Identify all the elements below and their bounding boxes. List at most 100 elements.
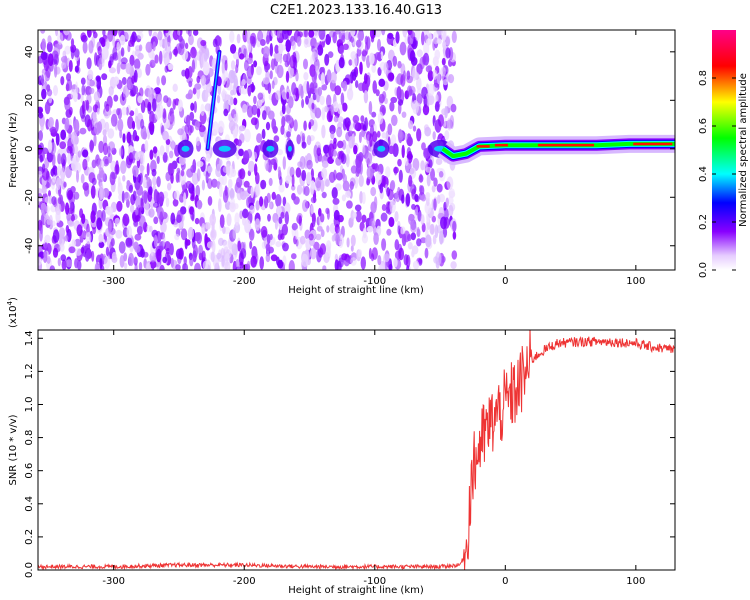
spectrogram-noise-blob (109, 56, 114, 66)
spectrogram-noise-blob (407, 136, 413, 147)
spectrogram-noise-blob (268, 202, 273, 209)
spectrogram-noise-blob (66, 79, 73, 91)
spectrogram-noise-blob (60, 129, 67, 141)
spectrogram-frame (37, 29, 676, 271)
spectrogram-noise-blob (128, 39, 134, 48)
spectrogram-noise-blob (281, 223, 288, 236)
spectrogram-noise-blob (167, 182, 172, 191)
spectrogram-noise-blob (405, 193, 411, 207)
spectrogram-noise-blob (420, 194, 427, 202)
spectrogram-noise-blob (38, 112, 44, 119)
spectrogram-noise-blob (181, 69, 187, 77)
spectrogram-noise-blob (223, 240, 230, 250)
spectrogram-noise-blob (374, 52, 382, 60)
spectrogram-noise-blob (350, 234, 356, 247)
spectrogram-noise-blob (107, 220, 112, 234)
spectrogram-noise-blob (120, 57, 128, 65)
spectrogram-noise-blob (180, 228, 188, 241)
spectrogram-noise-blob (134, 107, 139, 119)
spectrogram-noise-blob (353, 119, 359, 130)
spectrogram-noise-blob (116, 41, 121, 51)
spectrogram-noise-blob (55, 118, 59, 132)
spectrogram-noise-blob (148, 121, 155, 132)
spectrogram-noise-blob (55, 177, 61, 191)
spectrogram-noise-blob (419, 56, 426, 70)
spectrogram-noise-blob (319, 95, 325, 106)
spectrogram-noise-blob (98, 57, 103, 71)
spectrogram-noise-blob (115, 160, 119, 175)
spectrogram-noise-blob (265, 253, 271, 263)
spectrogram-noise-blob (72, 144, 79, 155)
spectrogram-noise-blob (342, 173, 347, 184)
spectrogram-noise-blob (185, 180, 192, 189)
spectrogram-noise-blob (244, 263, 251, 270)
spectrogram-noise-blob (129, 204, 135, 213)
spectrogram-noise-blob (101, 73, 108, 81)
spectrogram-noise-blob (156, 248, 162, 263)
spectrogram-noise-blob (289, 54, 297, 69)
spectrogram-noise-blob (291, 253, 297, 260)
spectrogram-noise-blob (194, 83, 202, 90)
spectrogram-noise-blob (149, 59, 156, 68)
spectrogram-noise-blob (157, 30, 163, 41)
spectrogram-noise-blob (145, 63, 151, 76)
spectrogram-noise-blob (64, 235, 69, 242)
spectrogram-noise-blob (371, 64, 377, 73)
spectrogram-noise-blob (82, 41, 88, 54)
spectrogram-noise-blob (134, 262, 138, 270)
spectrogram-noise-blob (88, 40, 94, 54)
spectrogram-noise-blob (229, 96, 234, 106)
spectrogram-noise-blob (224, 94, 231, 101)
spectrogram-noise-blob (321, 191, 327, 199)
spectrogram-noise-blob (200, 39, 207, 47)
spectrogram-noise-blob (318, 207, 322, 217)
spectrogram-noise-blob (87, 118, 92, 132)
spectrogram-noise-blob (350, 245, 354, 252)
spectrogram-noise-blob (172, 83, 178, 93)
spectrogram-noise-blob (389, 101, 395, 112)
spectrogram-noise-blob (131, 120, 136, 130)
spectrogram-noise-blob (371, 247, 378, 260)
spectrogram-noise-blob (145, 41, 153, 53)
spectrogram-noise-blob (416, 49, 423, 58)
spectrogram-noise-blob (111, 30, 118, 37)
spectrogram-noise-blob (333, 169, 337, 181)
spectrogram-noise-blob (288, 260, 295, 270)
snr-xtick-label: 100 (626, 576, 645, 587)
spectrogram-noise-blob (128, 252, 135, 267)
spectrogram-noise-blob (254, 218, 261, 231)
spectrogram-noise-blob (96, 107, 100, 115)
spectrogram-noise-blob (164, 65, 169, 73)
spectrogram-noise-blob (379, 182, 384, 194)
spectrogram-noise-blob (190, 46, 197, 59)
spectrogram-noise-blob (149, 110, 155, 125)
spectrogram-noise-blob (381, 107, 386, 115)
spectrogram-noise-blob (81, 213, 86, 225)
spectrogram-noise-blob (401, 233, 407, 247)
spectrogram-noise-blob (425, 234, 432, 248)
spectrogram-noise-blob (435, 157, 443, 166)
spectrogram-noise-blob (402, 30, 408, 38)
spectrogram-noise-blob (377, 255, 382, 266)
spectrogram-noise-blob (86, 57, 92, 70)
spectrogram-noise-blob (230, 89, 235, 96)
spectrogram-noise-blob (234, 212, 240, 226)
spectrogram-noise-blob (265, 106, 271, 116)
spectrogram-noise-blob (39, 154, 43, 163)
spectrogram-noise-blob (284, 202, 291, 214)
spectrogram-noise-blob (313, 241, 320, 251)
spectrogram-noise-blob (217, 120, 225, 133)
spectrogram-noise-blob (102, 142, 109, 156)
spectrogram-noise-blob (360, 115, 365, 123)
spectrogram-noise-blob (159, 211, 164, 226)
spectrogram-noise-blob (296, 36, 302, 47)
spectrogram-noise-blob (109, 241, 114, 255)
spectrogram-noise-blob (233, 75, 238, 89)
spectrogram-noise-blob (330, 131, 335, 140)
spectrogram-noise-blob (329, 124, 336, 135)
spectrogram-noise-blob (376, 130, 381, 138)
spectrogram-noise-blob (433, 177, 438, 187)
spectrogram-noise-blob (93, 133, 97, 147)
spectrogram-noise-blob (431, 215, 436, 223)
spectrogram-noise-blob (229, 30, 235, 43)
